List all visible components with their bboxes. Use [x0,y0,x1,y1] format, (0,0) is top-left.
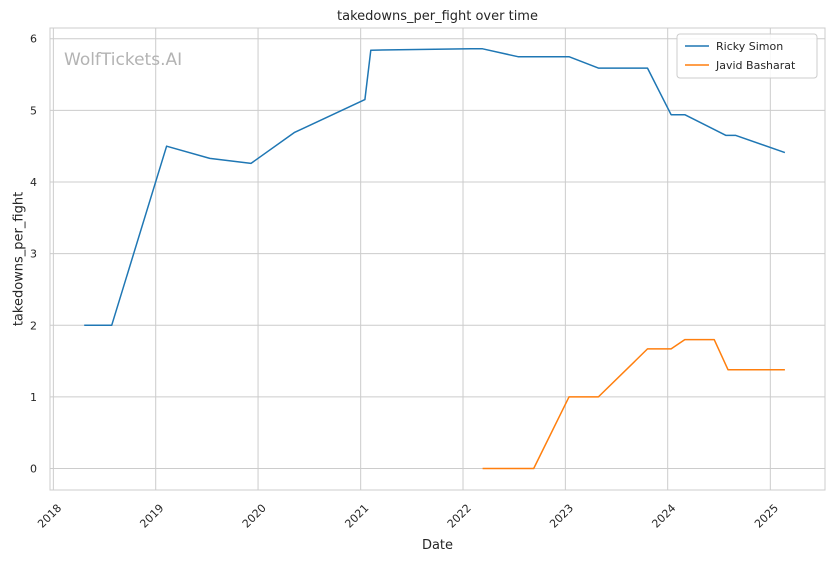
series-lines [84,48,786,470]
watermark: WolfTickets.AI [64,50,182,70]
x-tick-label: 2019 [137,502,166,531]
tick-labels: 0 1 2 3 4 5 6 2018 2019 2020 2021 2022 2023 2024 2025 [30,33,781,531]
y-tick-label: 4 [30,176,37,189]
plot-area [49,27,826,491]
y-tick-label: 2 [30,319,37,332]
legend: Ricky Simon Javid Basharat [676,33,818,79]
x-tick-label: 2024 [649,502,678,531]
y-tick-label: 1 [30,391,37,404]
x-tick-label: 2020 [240,502,269,531]
y-tick-label: 0 [30,463,37,476]
legend-box [676,33,818,79]
y-tick-label: 6 [30,33,37,46]
x-axis-label: Date [422,538,453,553]
grid [50,28,825,490]
y-axis-label: takedowns_per_fight [12,192,27,326]
x-tick-label: 2018 [35,502,64,531]
legend-label: Ricky Simon [716,40,783,53]
x-tick-label: 2023 [547,502,576,531]
x-tick-label: 2025 [752,502,781,531]
series-line [84,48,786,327]
series-line [482,338,785,470]
y-tick-label: 5 [30,104,37,117]
y-tick-label: 3 [30,248,37,261]
x-tick-label: 2022 [445,502,474,531]
legend-label: Javid Basharat [715,59,796,72]
chart-title: takedowns_per_fight over time [337,9,538,24]
x-tick-label: 2021 [342,502,371,531]
